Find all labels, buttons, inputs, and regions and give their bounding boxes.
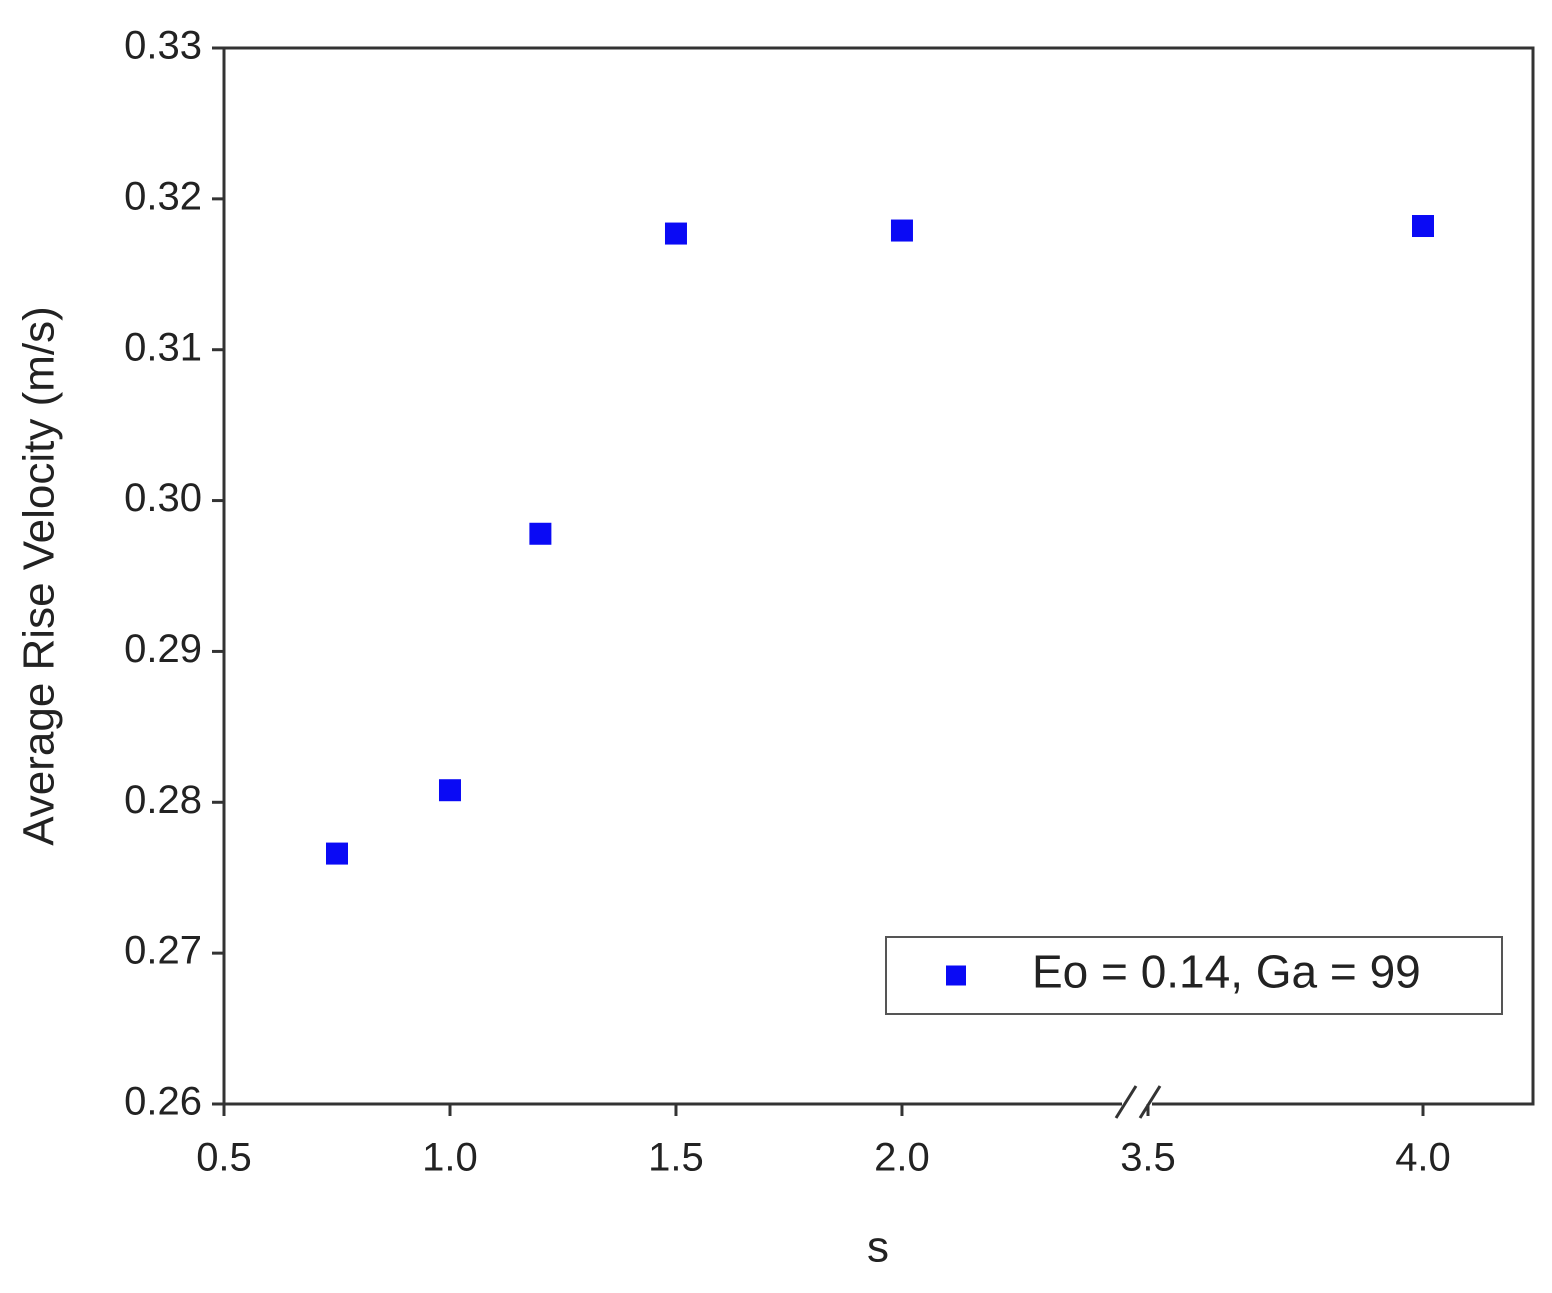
plot-frame — [222, 46, 1535, 1106]
scatter-point — [890, 219, 913, 242]
y-tick-label: 0.33 — [124, 24, 202, 68]
axis-break-mark — [1138, 1085, 1162, 1119]
legend-marker — [946, 965, 966, 986]
y-tick-label: 0.29 — [124, 627, 202, 671]
x-axis-title: s — [867, 1223, 889, 1272]
x-tick-label: 4.0 — [1395, 1136, 1451, 1180]
axis-break-mark — [1114, 1085, 1138, 1119]
y-tick-label: 0.28 — [124, 778, 202, 822]
y-tick-label: 0.27 — [124, 929, 202, 973]
y-tick-label: 0.32 — [124, 174, 202, 218]
y-tick-label: 0.30 — [124, 476, 202, 520]
y-tick-label: 0.26 — [124, 1080, 202, 1124]
legend-label: Eo = 0.14, Ga = 99 — [1032, 946, 1421, 998]
y-axis-title: Average Rise Velocity (m/s) — [15, 306, 64, 846]
axis-break — [1114, 1085, 1162, 1119]
x-tick-label: 2.0 — [874, 1136, 930, 1180]
x-tick-label: 0.5 — [196, 1136, 252, 1180]
x-tick-label: 1.5 — [648, 1136, 704, 1180]
x-tick-label: 3.5 — [1120, 1136, 1176, 1180]
scatter-point — [325, 842, 348, 865]
scatter-point — [438, 779, 461, 802]
y-tick-label: 0.31 — [124, 325, 202, 369]
scatter-point — [664, 222, 687, 245]
legend-box — [885, 936, 1503, 1015]
scatter-point — [529, 522, 552, 545]
scatter-point — [1412, 215, 1434, 238]
x-tick-label: 1.0 — [422, 1136, 478, 1180]
